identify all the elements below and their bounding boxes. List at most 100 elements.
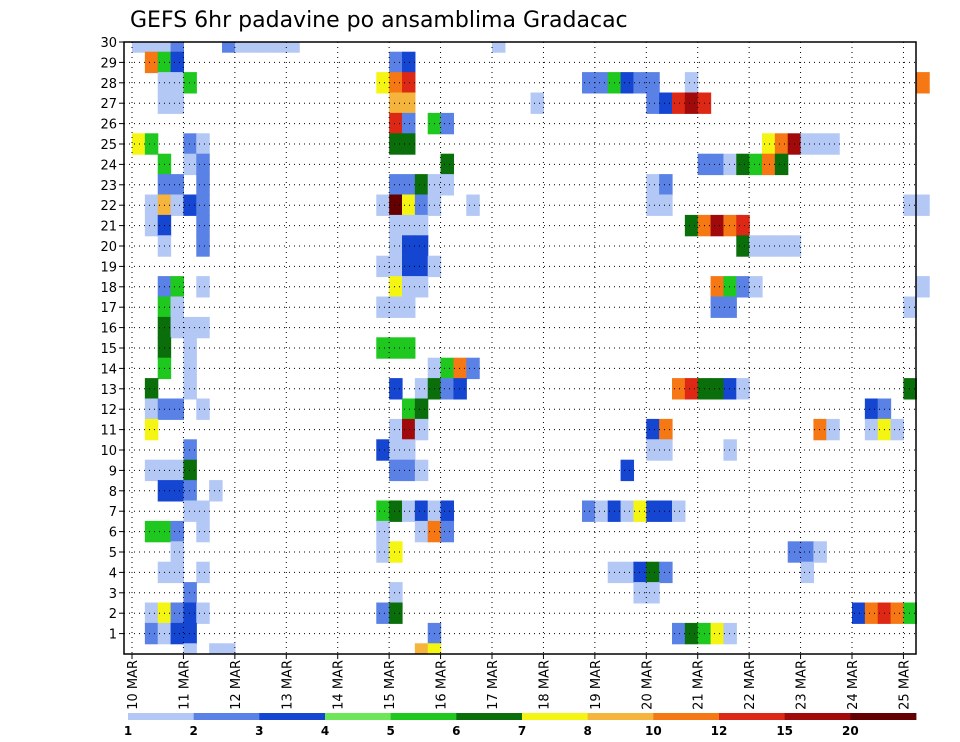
heatmap-cell xyxy=(749,276,763,298)
heatmap-cell xyxy=(633,582,647,604)
heatmap-cell xyxy=(389,72,403,94)
heatmap-cell xyxy=(762,235,776,257)
heatmap-cell xyxy=(260,42,275,53)
heatmap-cell xyxy=(183,378,197,400)
heatmap-cell xyxy=(144,520,159,543)
heatmap-cell xyxy=(389,296,403,318)
heatmap-cell xyxy=(144,418,159,441)
heatmap-cell xyxy=(466,357,480,380)
heatmap-cell xyxy=(183,622,197,645)
heatmap-cell xyxy=(749,235,763,257)
heatmap-cell xyxy=(672,378,686,400)
heatmap-cell xyxy=(659,174,673,196)
legend-label: 4 xyxy=(321,724,329,738)
heatmap-cell xyxy=(530,92,545,114)
legend-swatch xyxy=(522,713,589,720)
heatmap-cell xyxy=(864,418,879,441)
x-tick-label: 17 MAR xyxy=(486,660,501,710)
x-tick-label: 11 MAR xyxy=(177,660,192,710)
heatmap-cells xyxy=(132,42,930,654)
heatmap-cell xyxy=(903,378,917,400)
heatmap-cell xyxy=(402,398,416,420)
heatmap-cell xyxy=(414,255,429,278)
heatmap-cell xyxy=(196,276,210,298)
heatmap-cell xyxy=(389,112,403,135)
heatmap-cell xyxy=(800,133,815,155)
heatmap-cell xyxy=(170,51,185,74)
heatmap-cell xyxy=(389,92,403,114)
heatmap-cell xyxy=(659,194,673,216)
heatmap-cell xyxy=(402,51,416,74)
heatmap-cell xyxy=(170,520,185,543)
x-tick-label: 14 MAR xyxy=(332,660,347,710)
heatmap-cell xyxy=(736,378,750,400)
heatmap-cell xyxy=(222,42,236,53)
heatmap-cell xyxy=(183,133,197,155)
legend-swatch xyxy=(193,713,260,720)
heatmap-cell xyxy=(800,561,815,584)
y-tick-label: 10 xyxy=(100,444,117,459)
heatmap-cell xyxy=(646,500,660,522)
legend-swatch xyxy=(850,713,917,720)
heatmap-cell xyxy=(774,235,789,257)
heatmap-cell xyxy=(170,72,185,94)
heatmap-cell xyxy=(170,541,185,563)
heatmap-cell xyxy=(710,378,725,400)
heatmap-cell xyxy=(402,418,416,441)
heatmap-cell xyxy=(646,561,660,584)
legend-label: 1 xyxy=(124,724,132,738)
heatmap-cell xyxy=(376,602,390,624)
heatmap-cell xyxy=(402,133,416,155)
heatmap-cell xyxy=(582,72,596,94)
heatmap-cell xyxy=(183,153,197,176)
legend-swatch xyxy=(390,713,457,720)
heatmap-cell xyxy=(389,133,403,155)
heatmap-cell xyxy=(144,133,159,155)
y-tick-label: 21 xyxy=(100,220,117,235)
legend-label: 12 xyxy=(711,724,728,738)
y-tick-label: 7 xyxy=(109,505,117,520)
y-tick-label: 15 xyxy=(100,342,117,357)
heatmap-cell xyxy=(414,174,429,196)
y-tick-label: 5 xyxy=(109,546,117,561)
heatmap-cell xyxy=(813,418,827,441)
heatmap-cell xyxy=(402,255,416,278)
heatmap-cell xyxy=(414,398,429,420)
heatmap-cell xyxy=(144,459,159,482)
legend-swatch xyxy=(259,713,326,720)
heatmap-cell xyxy=(633,72,647,94)
heatmap-cell xyxy=(196,500,210,522)
heatmap-cell xyxy=(144,622,159,645)
heatmap-cell xyxy=(183,459,197,482)
x-tick-label: 12 MAR xyxy=(229,660,244,710)
x-tick-label: 19 MAR xyxy=(589,660,604,710)
y-tick-label: 9 xyxy=(109,464,117,479)
y-tick-label: 24 xyxy=(100,158,117,173)
heatmap-cell xyxy=(170,459,185,482)
legend-swatch xyxy=(128,713,195,720)
heatmap-cell xyxy=(222,643,236,654)
heatmap-cell xyxy=(659,418,673,441)
y-tick-label: 1 xyxy=(109,628,117,643)
heatmap-cell xyxy=(826,133,840,155)
x-tick-label: 21 MAR xyxy=(692,660,707,710)
y-tick-label: 26 xyxy=(100,118,117,133)
heatmap-cell xyxy=(196,214,210,237)
heatmap-cell xyxy=(389,337,403,359)
heatmap-cell xyxy=(376,541,390,563)
heatmap-cell xyxy=(183,194,197,216)
heatmap-cell xyxy=(402,296,416,318)
y-tick-label: 16 xyxy=(100,322,117,337)
heatmap-cell xyxy=(440,112,455,135)
heatmap-cell xyxy=(620,459,635,482)
heatmap-cell xyxy=(196,153,210,176)
heatmap-cell xyxy=(196,561,210,584)
heatmap-cell xyxy=(440,174,455,196)
heatmap-cell xyxy=(170,398,185,420)
heatmap-cell xyxy=(646,418,660,441)
y-tick-label: 17 xyxy=(100,301,117,316)
heatmap-cell xyxy=(453,357,467,380)
heatmap-cell xyxy=(376,255,390,278)
heatmap-cell xyxy=(414,418,429,441)
y-tick-label: 18 xyxy=(100,281,117,296)
